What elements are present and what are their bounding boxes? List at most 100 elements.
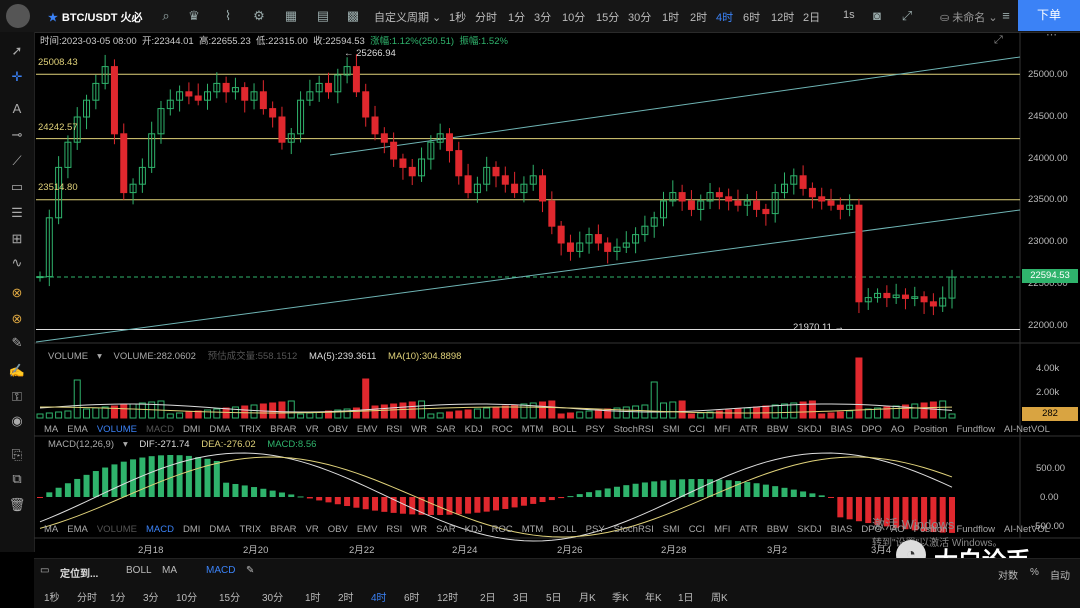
horizontal-line-icon[interactable]: ⊸ [11,127,23,142]
indicator-1-trix[interactable]: TRIX [239,524,262,535]
indicator-1-brar[interactable]: BRAR [270,524,297,535]
star-icon[interactable]: ★ [48,12,58,24]
indicator-0-dmi[interactable]: DMI [182,424,201,435]
timeframe-11[interactable]: 12时 [771,12,795,24]
percent-toggle[interactable]: % [1030,567,1039,578]
timeframe-12[interactable]: 2日 [803,12,821,24]
bottom-timeframe-11[interactable]: 12时 [437,593,459,604]
crosshair-icon[interactable]: ✛ [11,69,23,84]
eye-icon[interactable]: ◉ [11,413,23,428]
wave-icon[interactable]: ∿ [11,255,23,270]
text-icon[interactable]: A [12,101,22,116]
indicator-1-bias[interactable]: BIAS [830,524,853,535]
indicator-0-brar[interactable]: BRAR [270,424,297,435]
bottom-timeframe-10[interactable]: 6时 [404,593,420,604]
indicator-1-wr[interactable]: WR [411,524,428,535]
indicator-1-cci[interactable]: CCI [688,524,706,535]
timeframe-2[interactable]: 1分 [508,12,526,24]
magnet-icon[interactable]: ⊗ [11,285,23,300]
symbol-title[interactable]: ★ BTC/USDT 火必 [48,12,143,24]
bottom-timeframe-4[interactable]: 10分 [176,593,198,604]
indicator-0-ema[interactable]: EMA [67,424,88,435]
indicator-0-ao[interactable]: AO [890,424,905,435]
settings-dots-icon[interactable]: ⋯ [1046,29,1057,41]
indicator-0-ma[interactable]: MA [44,424,59,435]
indicator-0-mfi[interactable]: MFI [714,424,731,435]
indicator-1-mfi[interactable]: MFI [714,524,731,535]
clipboard-icon[interactable]: ▤ [316,8,330,23]
timeframe-10[interactable]: 6时 [743,12,761,24]
indicator-1-psy[interactable]: PSY [585,524,605,535]
edit-icon[interactable]: ✎ [246,565,255,576]
timeframe-7[interactable]: 1时 [662,12,680,24]
bottom-timeframe-18[interactable]: 1日 [678,593,694,604]
calendar-icon[interactable]: ▭ [40,565,50,576]
indicator-0-mtm[interactable]: MTM [521,424,544,435]
indicator-0-macd[interactable]: MACD [145,424,174,435]
indicator-1-stochrsi[interactable]: StochRSI [613,524,654,535]
indicator-icon[interactable]: ⌇ [224,8,232,23]
indicator-1-macd[interactable]: MACD [145,524,174,535]
indicator-0-roc[interactable]: ROC [491,424,513,435]
indicator-1-fundflow[interactable]: Fundflow [956,524,996,535]
indicator-1-dmi[interactable]: DMI [182,524,201,535]
bottom-tab-boll[interactable]: BOLL [126,565,152,576]
indicator-1-bbw[interactable]: BBW [766,524,789,535]
gear-icon[interactable]: ⚙ [253,8,265,23]
grid-icon[interactable]: ▩ [346,8,360,23]
indicator-0-skdj[interactable]: SKDJ [797,424,822,435]
copy-icon[interactable]: ⧉ [12,471,22,486]
magnet-strong-icon[interactable]: ⊗ [11,311,23,326]
bottom-timeframe-1[interactable]: 分时 [77,593,97,604]
timeframe-3[interactable]: 3分 [534,12,552,24]
indicator-1-emv[interactable]: EMV [356,524,378,535]
camera-icon[interactable]: ◙ [873,8,881,23]
indicator-0-dpo[interactable]: DPO [861,424,882,435]
crown-icon[interactable]: ♛ [188,8,200,23]
indicator-1-smi[interactable]: SMI [662,524,680,535]
timeframe-5[interactable]: 15分 [596,12,620,24]
indicator-1-dpo[interactable]: DPO [861,524,882,535]
bottom-timeframe-16[interactable]: 季K [612,593,629,604]
bookmark-icon[interactable]: ⎘ [11,447,23,462]
indicator-0-psy[interactable]: PSY [585,424,605,435]
indicator-0-wr[interactable]: WR [411,424,428,435]
trash-icon[interactable]: 🗑 [8,497,26,512]
indicator-0-ai-netvol[interactable]: AI-NetVOL [1004,424,1050,435]
fullscreen-icon[interactable]: ⤢ [901,8,913,23]
timeframe-1[interactable]: 分时 [475,12,497,24]
lock-icon[interactable]: ⚿ [12,389,22,404]
bottom-timeframe-19[interactable]: 周K [711,593,728,604]
indicator-0-atr[interactable]: ATR [739,424,758,435]
indicator-0-emv[interactable]: EMV [356,424,378,435]
ruler-icon[interactable]: ✎ [11,335,23,350]
indicator-1-dma[interactable]: DMA [209,524,231,535]
indicator-1-obv[interactable]: OBV [327,524,348,535]
indicator-0-smi[interactable]: SMI [662,424,680,435]
indicator-1-atr[interactable]: ATR [739,524,758,535]
indicator-1-skdj[interactable]: SKDJ [797,524,822,535]
order-button[interactable]: 下单 [1018,0,1080,31]
bottom-tab-macd[interactable]: MACD [206,565,236,576]
bottom-timeframe-5[interactable]: 15分 [219,593,241,604]
bottom-timeframe-9[interactable]: 4时 [371,593,387,604]
indicator-1-position[interactable]: Position [913,524,948,535]
custom-period-select[interactable]: 自定义周期 ⌄ [374,12,442,24]
pen-icon[interactable]: ✍ [8,363,26,378]
bottom-timeframe-7[interactable]: 1时 [305,593,321,604]
indicator-0-trix[interactable]: TRIX [239,424,262,435]
bottom-timeframe-8[interactable]: 2时 [338,593,354,604]
indicator-1-roc[interactable]: ROC [491,524,513,535]
indicator-0-cci[interactable]: CCI [688,424,706,435]
indicator-0-stochrsi[interactable]: StochRSI [613,424,654,435]
indicator-1-kdj[interactable]: KDJ [464,524,483,535]
expand-icon[interactable]: ⤢ [994,34,1003,46]
bottom-timeframe-2[interactable]: 1分 [110,593,126,604]
bottom-timeframe-0[interactable]: 1秒 [44,593,60,604]
search-icon[interactable]: ⌕ [162,8,170,23]
bottom-timeframe-3[interactable]: 3分 [143,593,159,604]
bottom-timeframe-14[interactable]: 5日 [546,593,562,604]
indicator-1-mtm[interactable]: MTM [521,524,544,535]
bottom-timeframe-6[interactable]: 30分 [262,593,284,604]
